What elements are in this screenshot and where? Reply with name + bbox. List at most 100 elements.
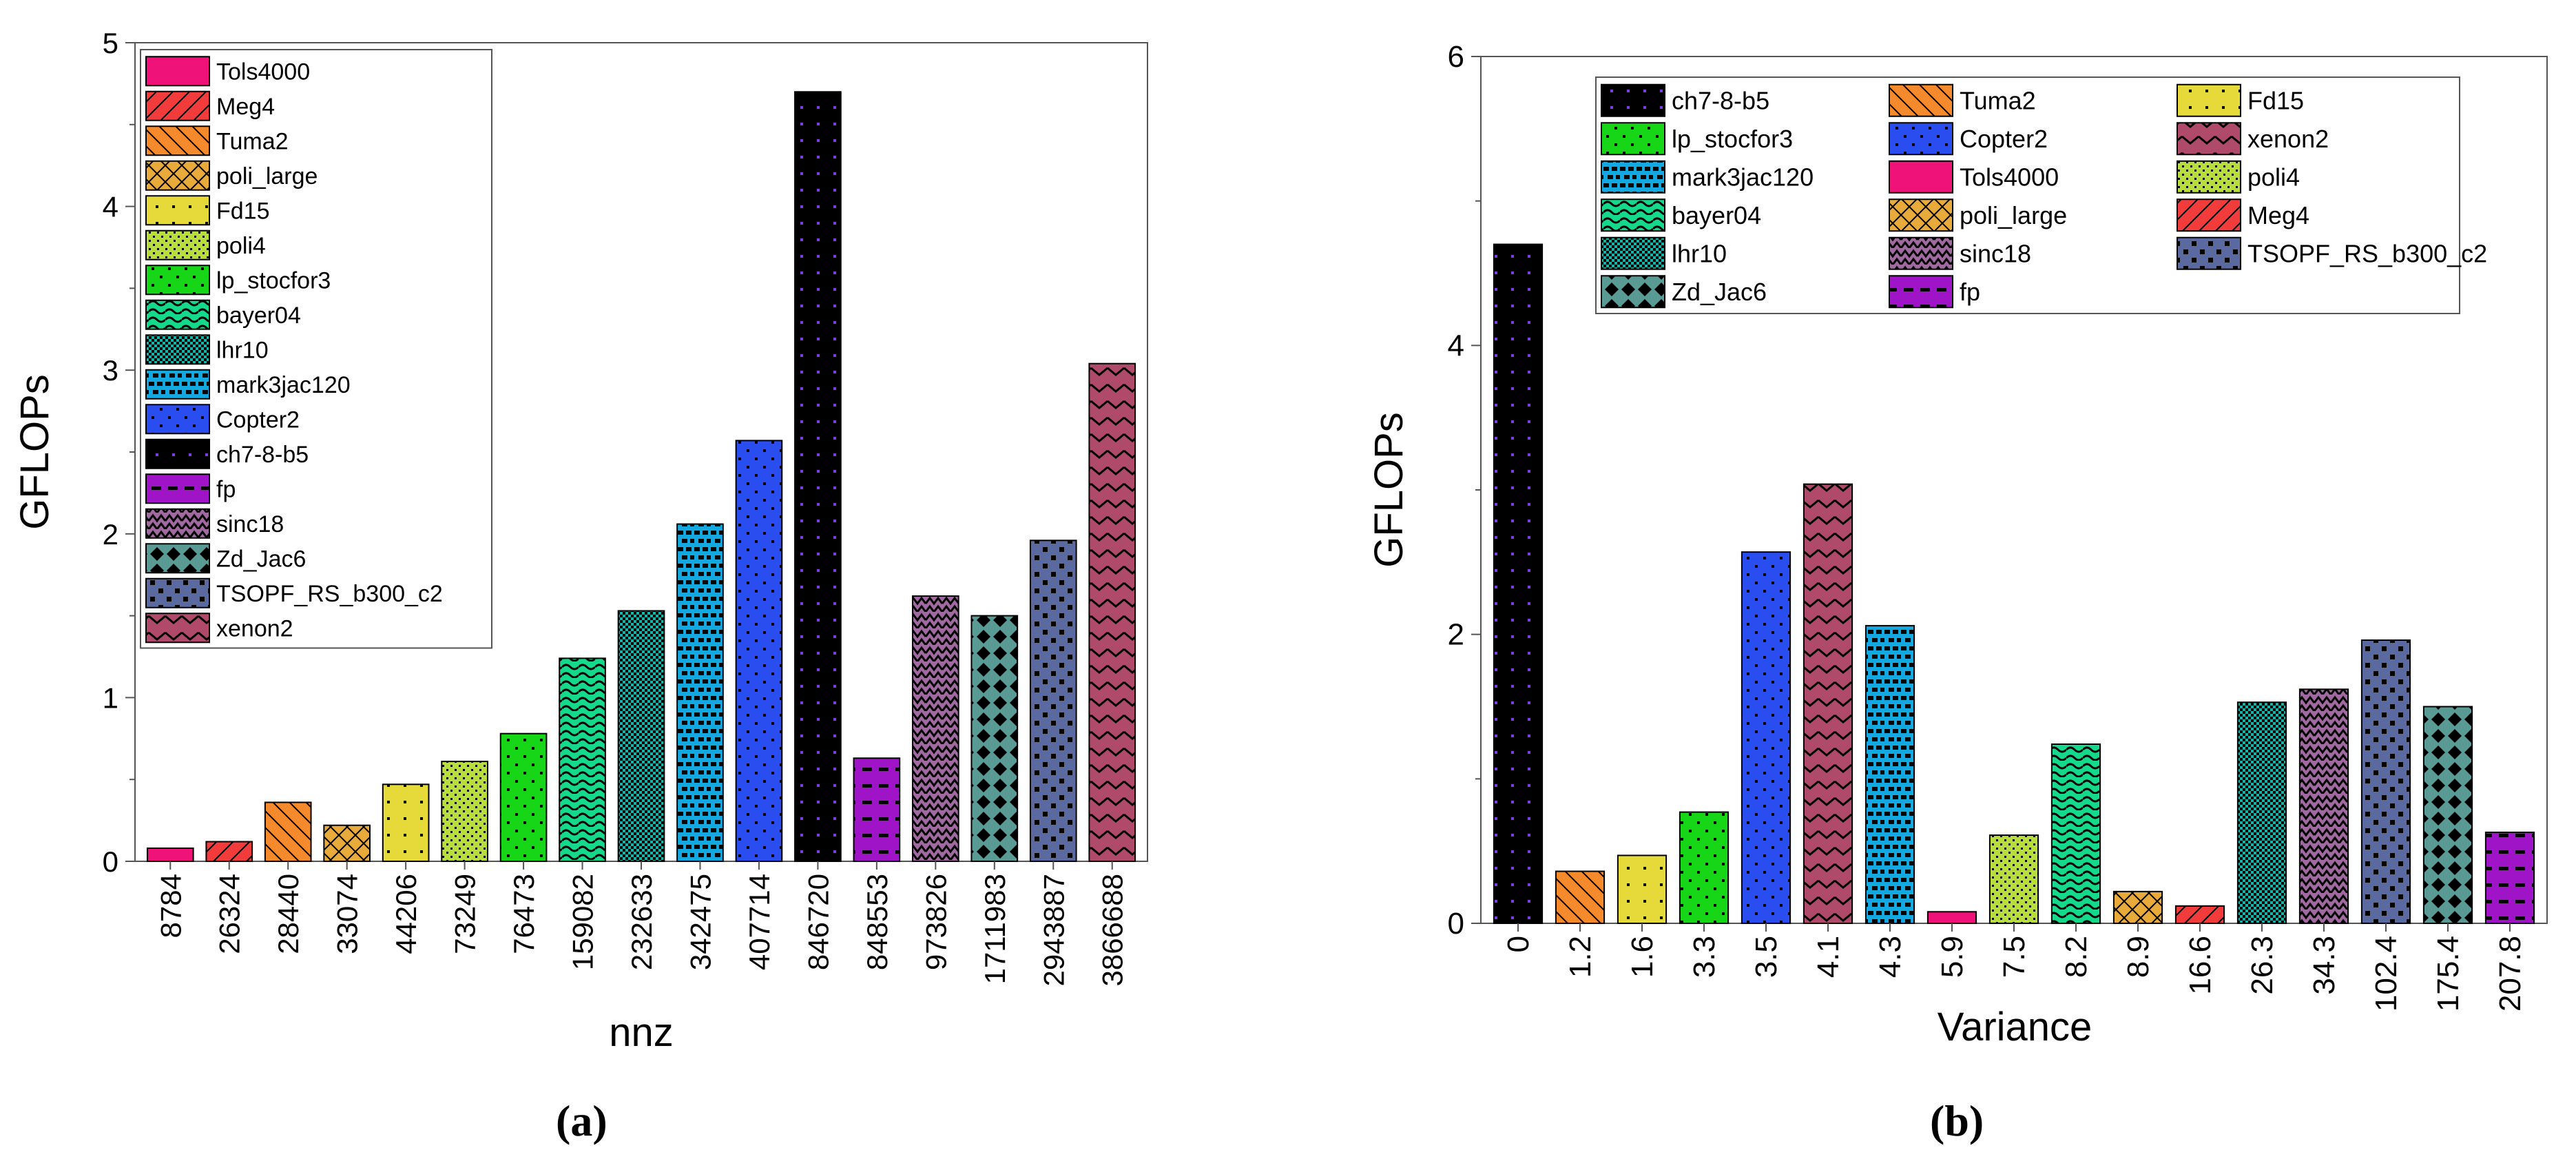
x-tick-label-b-14: 102.4 — [2369, 936, 2403, 1012]
legend-label-a-xenon2: xenon2 — [216, 615, 293, 642]
legend-swatch-a-tols4000 — [145, 56, 210, 87]
legend-swatch-b-fd15 — [2177, 83, 2241, 117]
x-tick-label-b-7: 5.9 — [1935, 936, 1969, 978]
legend-label-b-copter2: Copter2 — [1960, 125, 2048, 153]
legend-label-a-zd-jac6: Zd_Jac6 — [216, 546, 306, 572]
bar-a-poli-large — [323, 824, 371, 863]
legend-label-b-tols4000: Tols4000 — [1960, 163, 2059, 192]
bar-a-xenon2 — [1088, 362, 1136, 862]
legend-swatch-b-tols4000 — [1889, 160, 1953, 194]
x-tick-label-a-3: 33074 — [331, 874, 364, 954]
bar-a-ch7-8-b5 — [794, 91, 842, 862]
bar-a-meg4 — [205, 841, 253, 863]
bar-a-lhr10 — [617, 610, 665, 862]
legend-swatch-a-ch7-8-b5 — [145, 438, 210, 469]
x-tick-label-b-11: 16.6 — [2183, 936, 2217, 995]
x-tick-label-a-4: 44206 — [390, 874, 422, 954]
legend-swatch-b-zd-jac6 — [1601, 275, 1665, 309]
x-tick-label-a-8: 232633 — [625, 874, 658, 970]
bar-a-poli4 — [441, 761, 488, 862]
legend-label-b-fp: fp — [1960, 278, 1980, 306]
y-tick-label-a-5: 5 — [103, 27, 118, 59]
bar-b-zd-jac6 — [2422, 706, 2473, 924]
legend-label-a-poli-large: poli_large — [216, 163, 318, 189]
bar-b-ch7-8-b5 — [1493, 243, 1544, 925]
legend-label-b-bayer04: bayer04 — [1672, 201, 1761, 229]
bar-b-fd15 — [1617, 854, 1668, 924]
legend-label-a-tsopf-rs-b300-c2: TSOPF_RS_b300_c2 — [216, 581, 443, 607]
legend-swatch-a-copter2 — [145, 404, 210, 435]
bar-b-copter2 — [1741, 551, 1791, 924]
legend-label-a-poli4: poli4 — [216, 233, 266, 259]
legend-label-b-poli-large: poli_large — [1960, 201, 2067, 229]
legend-swatch-b-lp-stocfor3 — [1601, 122, 1665, 156]
y-tick-label-b-3: 6 — [1448, 40, 1464, 74]
legend-box-b — [1595, 76, 2460, 314]
x-axis-label-a: nnz — [609, 1010, 674, 1055]
bar-b-poli-large — [2112, 890, 2163, 924]
x-tick-label-b-16: 207.8 — [2493, 936, 2527, 1012]
legend-label-a-tuma2: Tuma2 — [216, 128, 289, 154]
caption-a: (a) — [556, 1096, 607, 1145]
legend-swatch-a-meg4 — [145, 90, 210, 121]
x-tick-label-a-10: 407714 — [743, 874, 776, 970]
bar-a-fp — [853, 757, 901, 863]
legend-label-b-ch7-8-b5: ch7-8-b5 — [1672, 87, 1769, 115]
bar-b-tsopf-rs-b300-c2 — [2360, 639, 2411, 924]
legend-swatch-a-xenon2 — [145, 613, 210, 644]
legend-swatch-a-poli4 — [145, 229, 210, 260]
x-tick-label-b-15: 175.4 — [2431, 936, 2465, 1012]
x-tick-label-b-4: 3.5 — [1749, 936, 1783, 978]
x-tick-label-a-13: 973826 — [920, 874, 952, 970]
legend-label-a-lhr10: lhr10 — [216, 337, 269, 363]
legend-swatch-a-mark3jac120 — [145, 369, 210, 400]
x-tick-label-b-1: 1.2 — [1564, 936, 1597, 978]
legend-swatch-a-poli-large — [145, 160, 210, 191]
x-tick-label-a-11: 846720 — [802, 874, 834, 970]
legend-swatch-b-bayer04 — [1601, 198, 1665, 232]
legend-swatch-b-fp — [1889, 275, 1953, 309]
legend-swatch-a-tsopf-rs-b300-c2 — [145, 577, 210, 608]
legend-label-a-fd15: Fd15 — [216, 198, 270, 224]
legend-label-b-xenon2: xenon2 — [2247, 125, 2329, 153]
x-tick-label-b-12: 26.3 — [2245, 936, 2279, 995]
y-tick-label-a-1: 1 — [103, 681, 118, 714]
x-tick-label-b-9: 8.2 — [2059, 936, 2093, 978]
x-tick-label-a-9: 342475 — [684, 874, 716, 970]
bar-b-lhr10 — [2236, 701, 2287, 925]
legend-label-b-tuma2: Tuma2 — [1960, 87, 2036, 115]
legend-label-a-lp-stocfor3: lp_stocfor3 — [216, 267, 331, 294]
y-axis-label-b: GFLOPs — [1367, 412, 1411, 568]
x-tick-label-b-3: 3.3 — [1687, 936, 1721, 978]
legend-label-b-lhr10: lhr10 — [1672, 240, 1727, 268]
bar-a-zd-jac6 — [970, 615, 1019, 862]
legend-swatch-a-tuma2 — [145, 125, 210, 156]
bar-b-meg4 — [2174, 905, 2225, 924]
legend-label-a-copter2: Copter2 — [216, 407, 300, 433]
legend-swatch-b-xenon2 — [2177, 122, 2241, 156]
legend-swatch-a-fd15 — [145, 195, 210, 226]
legend-swatch-b-copter2 — [1889, 122, 1953, 156]
legend-swatch-a-zd-jac6 — [145, 543, 210, 574]
x-tick-label-a-14: 1711983 — [979, 874, 1011, 984]
x-tick-label-a-0: 8784 — [154, 874, 187, 938]
y-tick-label-b-2: 4 — [1448, 329, 1464, 362]
y-tick-label-a-3: 3 — [103, 354, 118, 387]
legend-label-b-fd15: Fd15 — [2247, 87, 2304, 115]
x-tick-label-b-0: 0 — [1502, 936, 1535, 952]
y-tick-label-a-4: 4 — [103, 191, 118, 223]
legend-label-a-mark3jac120: mark3jac120 — [216, 372, 351, 398]
bar-b-sinc18 — [2298, 688, 2349, 925]
legend-label-a-ch7-8-b5: ch7-8-b5 — [216, 442, 309, 468]
y-tick-label-b-0: 0 — [1448, 907, 1464, 941]
chart-a: 0 1 2 3 4 5 8784 26324 28440 33074 44206 73249 76473… — [12, 27, 1148, 1055]
legend-swatch-b-meg4 — [2177, 198, 2241, 232]
legend-swatch-b-mark3jac120 — [1601, 160, 1665, 194]
legend-swatch-a-fp — [145, 473, 210, 504]
x-tick-label-a-16: 3866688 — [1097, 874, 1129, 987]
x-tick-label-a-6: 76473 — [508, 874, 540, 954]
y-axis-label-a: GFLOPs — [12, 374, 57, 530]
legend-swatch-b-tuma2 — [1889, 83, 1953, 117]
legend-label-a-fp: fp — [216, 476, 236, 502]
